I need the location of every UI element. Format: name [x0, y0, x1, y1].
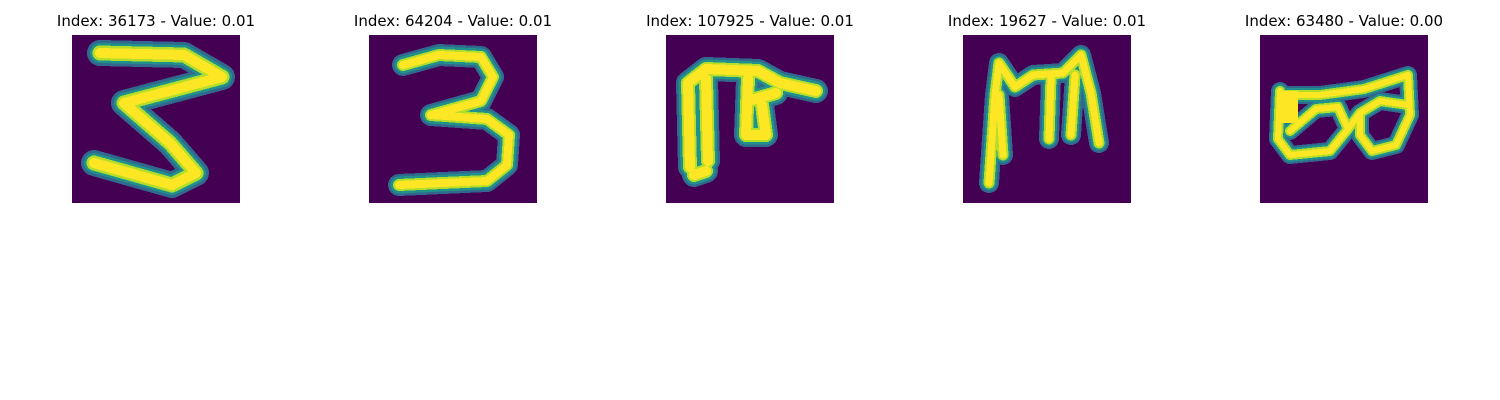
panel-3: Index: 107925 - Value: 0.01	[602, 10, 898, 210]
panel-4: Index: 19627 - Value: 0.01	[899, 10, 1195, 210]
panel-title: Index: 63480 - Value: 0.00	[1244, 12, 1444, 30]
panel-2: Index: 64204 - Value: 0.01	[305, 10, 601, 210]
digit-image	[369, 35, 537, 203]
glyph-image	[1260, 35, 1428, 203]
digit-image	[72, 35, 240, 203]
panel-5: Index: 63480 - Value: 0.00	[1196, 10, 1492, 210]
letter-image	[963, 35, 1131, 203]
panel-title: Index: 36173 - Value: 0.01	[56, 12, 256, 30]
panel-title: Index: 19627 - Value: 0.01	[947, 12, 1147, 30]
panel-1: Index: 36173 - Value: 0.01	[8, 10, 304, 210]
panel-title: Index: 64204 - Value: 0.01	[353, 12, 553, 30]
digit-image	[666, 35, 834, 203]
panel-title: Index: 107925 - Value: 0.01	[646, 12, 854, 30]
